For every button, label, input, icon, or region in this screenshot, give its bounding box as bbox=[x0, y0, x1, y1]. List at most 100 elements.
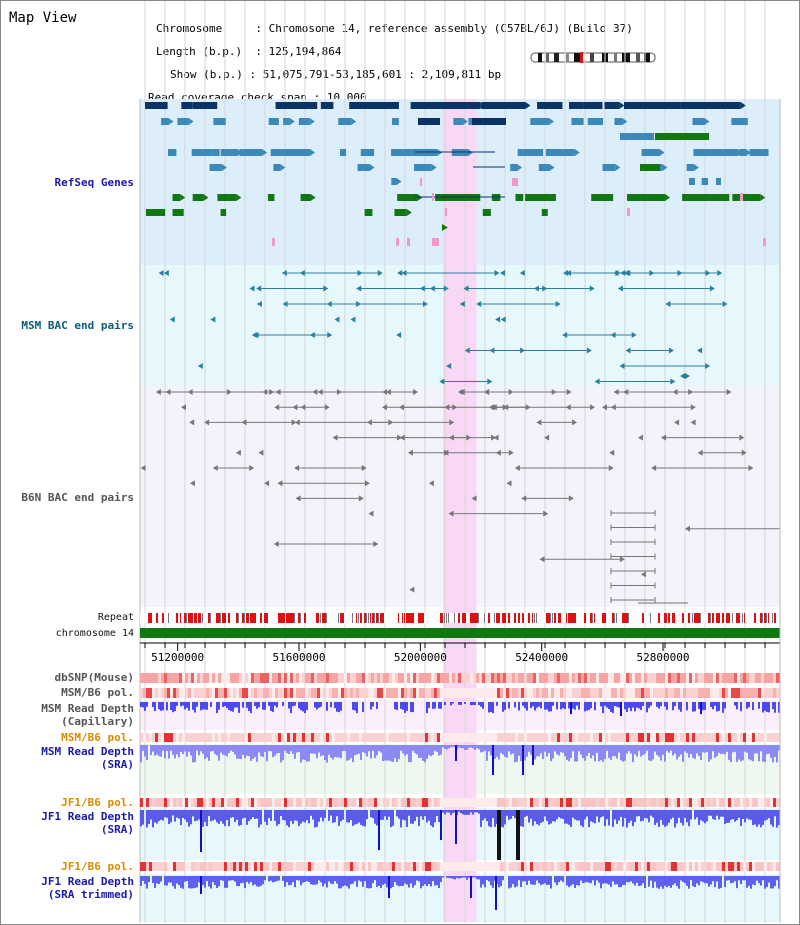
heat-cell bbox=[761, 673, 764, 683]
depth-bar bbox=[260, 876, 262, 886]
dbsnp-mouse-label[interactable]: dbSNP(Mouse) bbox=[54, 671, 134, 684]
gene-arrow bbox=[221, 164, 227, 171]
depth-bar bbox=[458, 702, 460, 705]
msm-bac-end-pairs-label[interactable]: MSM BAC end pairs bbox=[21, 319, 134, 332]
depth-bar bbox=[492, 702, 494, 714]
depth-bar bbox=[272, 702, 274, 712]
jf1-read-depth-sra-label[interactable]: JF1 Read Depth (SRA) bbox=[41, 810, 134, 836]
depth-bar bbox=[312, 745, 314, 754]
gene-arrow bbox=[693, 164, 699, 171]
depth-bar bbox=[548, 745, 550, 754]
refseq-genes-label[interactable]: RefSeq Genes bbox=[54, 176, 134, 189]
heat-cell bbox=[725, 733, 728, 742]
depth-bar bbox=[524, 810, 526, 817]
repeat-block bbox=[626, 613, 628, 623]
depth-bar bbox=[436, 810, 438, 817]
heat-cell bbox=[563, 862, 566, 871]
depth-bar bbox=[682, 745, 684, 762]
heat-cell bbox=[338, 862, 341, 871]
jf1-b6-pol-label-2[interactable]: JF1/B6 pol. bbox=[61, 860, 134, 873]
jf1-b6-pol-label-1[interactable]: JF1/B6 pol. bbox=[61, 796, 134, 809]
depth-bar bbox=[256, 810, 258, 819]
depth-bar bbox=[616, 810, 618, 824]
heat-cell bbox=[335, 798, 338, 807]
heat-cell bbox=[206, 688, 209, 698]
depth-bar bbox=[676, 876, 678, 887]
heat-cell bbox=[146, 862, 149, 871]
chromosome-ideogram[interactable] bbox=[530, 52, 656, 63]
depth-bar bbox=[148, 876, 150, 883]
heat-cell bbox=[716, 673, 719, 683]
depth-bar bbox=[232, 745, 234, 752]
repeat-block bbox=[688, 613, 690, 623]
axis-tick-label: 51200000 bbox=[151, 651, 204, 664]
jf1-read-depth-sra-trimmed-label[interactable]: JF1 Read Depth (SRA trimmed) bbox=[41, 875, 134, 901]
heat-cell bbox=[374, 733, 377, 742]
depth-bar bbox=[226, 810, 228, 821]
msm-read-depth-capillary-label[interactable]: MSM Read Depth (Capillary) bbox=[41, 702, 134, 728]
depth-bar bbox=[390, 810, 392, 828]
heat-cell bbox=[347, 688, 350, 698]
repeat-block bbox=[180, 613, 181, 623]
depth-bar bbox=[322, 745, 324, 756]
heat-cell bbox=[188, 798, 191, 807]
msm-read-depth-sra-label[interactable]: MSM Read Depth (SRA) bbox=[41, 745, 134, 771]
heat-cell bbox=[155, 798, 158, 807]
heat-cell bbox=[503, 688, 506, 698]
depth-bar bbox=[294, 745, 296, 759]
depth-bar bbox=[526, 810, 528, 816]
heat-cell bbox=[161, 798, 164, 807]
depth-bar bbox=[242, 876, 244, 883]
heat-cell bbox=[737, 798, 740, 807]
depth-bar bbox=[626, 745, 628, 754]
heat-cell bbox=[368, 688, 371, 698]
heat-cell bbox=[401, 688, 404, 698]
depth-bar bbox=[590, 745, 592, 759]
bac-end bbox=[165, 389, 171, 395]
depth-bar bbox=[180, 702, 182, 707]
depth-bar bbox=[214, 876, 216, 886]
b6n-bac-end-pairs-label[interactable]: B6N BAC end pairs bbox=[21, 491, 134, 504]
depth-bar bbox=[600, 810, 602, 818]
repeat-block bbox=[604, 613, 606, 623]
heat-cell bbox=[209, 673, 212, 683]
heat-cell bbox=[398, 798, 401, 807]
heat-cell bbox=[311, 862, 314, 871]
heat-cell bbox=[698, 673, 701, 683]
heat-cell bbox=[665, 673, 668, 683]
bac-end bbox=[697, 449, 703, 456]
depth-bar bbox=[252, 876, 254, 886]
depth-bar bbox=[452, 702, 454, 704]
heat-cell bbox=[344, 673, 347, 683]
heat-cell bbox=[260, 673, 263, 683]
heat-cell bbox=[158, 673, 161, 683]
depth-bar bbox=[448, 810, 450, 813]
depth-bar bbox=[366, 745, 368, 757]
heat-cell bbox=[302, 862, 305, 871]
axis-tick-label: 52000000 bbox=[394, 651, 447, 664]
depth-bar bbox=[250, 702, 252, 714]
depth-bar bbox=[594, 745, 596, 762]
heat-cell bbox=[152, 798, 155, 807]
heat-cell bbox=[542, 688, 545, 698]
depth-bar bbox=[698, 876, 700, 886]
depth-bar bbox=[374, 810, 376, 824]
msm-b6-pol-label-1[interactable]: MSM/B6 pol. bbox=[61, 686, 134, 699]
heat-cell bbox=[614, 733, 617, 742]
heat-cell bbox=[266, 688, 269, 698]
repeat-block bbox=[444, 613, 445, 623]
repeat-block bbox=[198, 613, 200, 623]
depth-bar bbox=[364, 876, 366, 882]
depth-spike bbox=[497, 810, 501, 860]
depth-bar bbox=[662, 876, 664, 889]
repeat-block bbox=[696, 613, 698, 623]
gene-feature-pink bbox=[420, 178, 422, 186]
heat-cell bbox=[506, 733, 509, 742]
msm-b6-pol-label-2[interactable]: MSM/B6 pol. bbox=[61, 731, 134, 744]
bac-end bbox=[180, 404, 186, 411]
depth-bar bbox=[600, 702, 602, 707]
depth-bar bbox=[518, 745, 520, 756]
depth-bar bbox=[758, 702, 760, 709]
depth-bar bbox=[248, 876, 250, 884]
